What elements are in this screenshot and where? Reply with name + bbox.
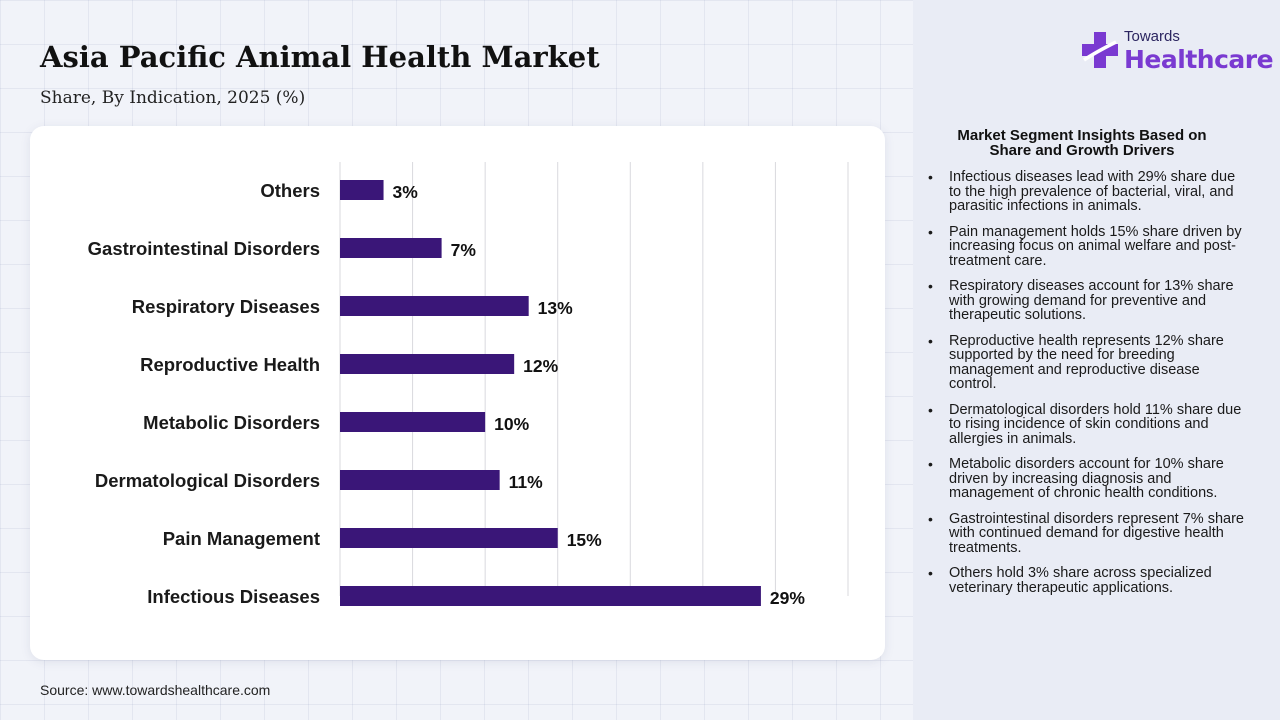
insight-item: Pain management holds 15% share driven b… bbox=[928, 224, 1248, 269]
data-label: 12% bbox=[523, 356, 558, 376]
insight-item: Respiratory diseases account for 13% sha… bbox=[928, 279, 1248, 323]
data-label: 3% bbox=[393, 182, 419, 202]
bar bbox=[340, 586, 761, 606]
category-label: Metabolic Disorders bbox=[143, 412, 320, 433]
data-label: 29% bbox=[770, 588, 805, 608]
bar bbox=[340, 180, 384, 200]
bar bbox=[340, 412, 486, 432]
insight-item: Dermatological disorders hold 11% share … bbox=[928, 402, 1248, 447]
brand-name-main: Healthcare bbox=[1124, 45, 1274, 74]
chart-subtitle: Share, By Indication, 2025 (%) bbox=[40, 88, 306, 108]
insight-item: Gastrointestinal disorders represent 7% … bbox=[928, 511, 1248, 556]
insight-item: Others hold 3% share across specialized … bbox=[928, 566, 1248, 595]
brand-logo: Towards Healthcare bbox=[1080, 28, 1274, 78]
insights-heading-line2: Share and Growth Drivers bbox=[989, 142, 1175, 159]
bar bbox=[340, 238, 442, 258]
bar bbox=[340, 528, 558, 548]
data-label: 15% bbox=[567, 530, 602, 550]
medical-cross-icon bbox=[1082, 32, 1118, 68]
insights-heading-line1: Market Segment Insights Based on bbox=[957, 127, 1207, 144]
insight-item: Metabolic disorders account for 10% shar… bbox=[928, 457, 1248, 501]
data-label: 11% bbox=[509, 472, 543, 492]
insight-item: Reproductive health represents 12% share… bbox=[928, 333, 1248, 392]
category-label: Reproductive Health bbox=[140, 354, 320, 375]
chart-title: Asia Pacific Animal Health Market bbox=[40, 40, 600, 74]
source-note: Source: www.towardshealthcare.com bbox=[40, 682, 271, 698]
bar bbox=[340, 354, 515, 374]
category-label: Dermatological Disorders bbox=[95, 470, 320, 491]
insights-list: Infectious diseases lead with 29% share … bbox=[928, 170, 1248, 606]
chart-card: Others 3% Gastrointestinal Disorders 7% Resp… bbox=[30, 126, 885, 660]
insights-heading: Market Segment Insights Based on Share a… bbox=[932, 128, 1232, 158]
category-label: Respiratory Diseases bbox=[132, 296, 320, 317]
bar bbox=[340, 296, 529, 316]
data-label: 13% bbox=[538, 298, 573, 318]
category-label: Gastrointestinal Disorders bbox=[88, 238, 320, 259]
insight-item: Infectious diseases lead with 29% share … bbox=[928, 170, 1248, 214]
category-label: Pain Management bbox=[163, 528, 320, 549]
data-label: 7% bbox=[451, 240, 477, 260]
bar bbox=[340, 470, 500, 490]
category-label: Infectious Diseases bbox=[147, 586, 320, 607]
brand-name-top: Towards bbox=[1124, 28, 1180, 45]
category-label: Others bbox=[260, 180, 320, 201]
data-label: 10% bbox=[494, 414, 529, 434]
bar-chart: Others 3% Gastrointestinal Disorders 7% Resp… bbox=[88, 162, 849, 608]
